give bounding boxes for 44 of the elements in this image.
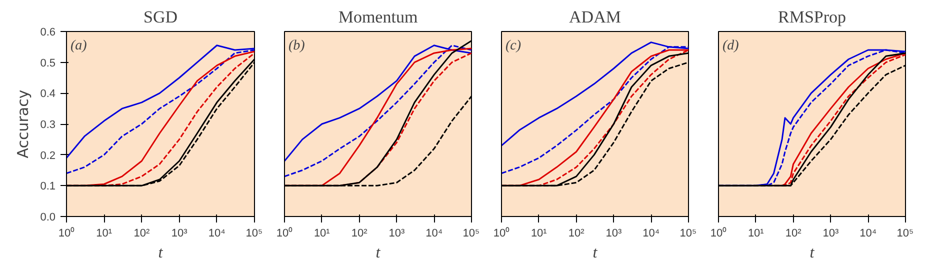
x-tick-label: 10⁵ <box>462 228 480 240</box>
annotation: (c) <box>506 38 522 54</box>
x-axis-title: t <box>158 244 164 262</box>
x-tick-label: 10⁴ <box>426 228 443 240</box>
y-tick-label: 0.4 <box>40 88 56 100</box>
chart-title: SGD <box>143 8 178 26</box>
x-tick-label: 10⁵ <box>680 228 696 240</box>
x-tick-label: 10³ <box>171 228 188 240</box>
x-tick-label: 10² <box>785 228 802 240</box>
x-tick-label: 10³ <box>606 228 622 240</box>
x-tick-label: 10³ <box>822 228 839 240</box>
x-tick-label: 10² <box>134 228 150 240</box>
chart-title: RMSProp <box>778 8 846 26</box>
x-tick-label: 10² <box>568 228 585 240</box>
chart-title: ADAM <box>569 8 621 26</box>
y-tick-label: 0.0 <box>40 212 56 224</box>
x-tick-label: 10⁴ <box>860 228 877 240</box>
chart-title: Momentum <box>338 8 418 26</box>
x-tick-label: 10⁵ <box>246 228 262 240</box>
x-tick-label: 10⁰ <box>710 226 727 240</box>
y-tick-label: 0.5 <box>40 57 56 70</box>
y-tick-label: 0.3 <box>40 119 56 131</box>
x-tick-label: 10⁰ <box>493 226 510 240</box>
x-tick-label: 10¹ <box>530 228 548 240</box>
x-tick-label: 10⁴ <box>642 228 660 240</box>
annotation: (a) <box>70 38 88 54</box>
x-tick-label: 10⁰ <box>58 226 75 240</box>
y-tick-label: 0.6 <box>40 26 56 38</box>
annotation: (b) <box>288 38 306 54</box>
x-axis-title: t <box>592 244 598 262</box>
x-tick-label: 10⁴ <box>208 228 226 240</box>
y-axis-title: Accuracy <box>14 90 32 158</box>
y-tick-label: 0.1 <box>40 180 56 193</box>
x-axis-title: t <box>810 244 815 262</box>
x-tick-label: 10¹ <box>314 228 330 240</box>
x-tick-label: 10⁵ <box>896 228 914 240</box>
x-tick-label: 10⁰ <box>276 226 293 240</box>
x-tick-label: 10¹ <box>748 228 764 240</box>
x-axis-title: t <box>376 244 381 262</box>
x-tick-label: 10¹ <box>96 228 112 240</box>
x-tick-label: 10² <box>351 228 368 240</box>
x-tick-label: 10³ <box>388 228 405 240</box>
y-tick-label: 0.2 <box>40 150 56 162</box>
annotation: (d) <box>722 38 740 54</box>
